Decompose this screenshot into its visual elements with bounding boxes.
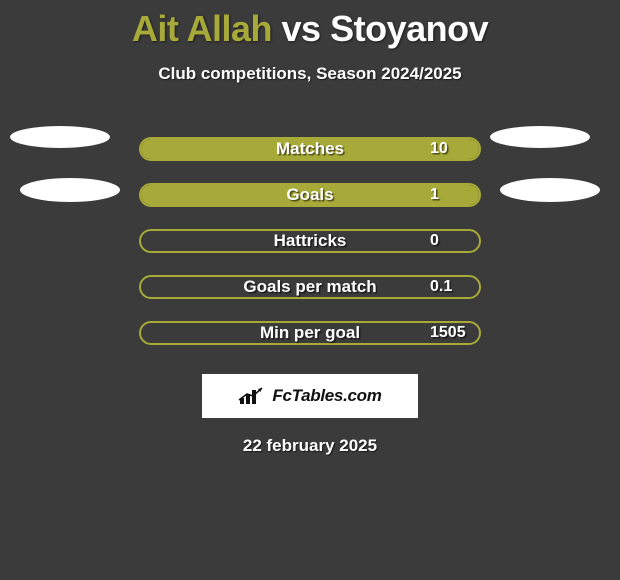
stat-row: Hattricks0 [0, 218, 620, 264]
date-text: 22 february 2025 [0, 436, 620, 456]
title-player1: Ait Allah [132, 8, 272, 49]
brand-text: FcTables.com [272, 386, 381, 406]
stat-row: Goals1 [0, 172, 620, 218]
brand-chart-icon [238, 386, 266, 406]
stats-container: Matches10Goals1Hattricks0Goals per match… [0, 126, 620, 356]
brand-badge: FcTables.com [202, 374, 418, 418]
stat-value-right: 1505 [430, 324, 470, 342]
stat-value-right: 10 [430, 140, 470, 158]
stat-row: Matches10 [0, 126, 620, 172]
stat-bar-fill [141, 139, 479, 159]
stat-value-right: 1 [430, 186, 470, 204]
stat-value-right: 0.1 [430, 278, 470, 296]
page-title: Ait Allah vs Stoyanov [0, 0, 620, 50]
stat-row: Min per goal1505 [0, 310, 620, 356]
subtitle: Club competitions, Season 2024/2025 [0, 64, 620, 84]
stat-row: Goals per match0.1 [0, 264, 620, 310]
title-vs: vs [282, 8, 321, 49]
stat-value-right: 0 [430, 232, 470, 250]
title-player2: Stoyanov [330, 8, 488, 49]
stat-bar-fill [141, 185, 479, 205]
